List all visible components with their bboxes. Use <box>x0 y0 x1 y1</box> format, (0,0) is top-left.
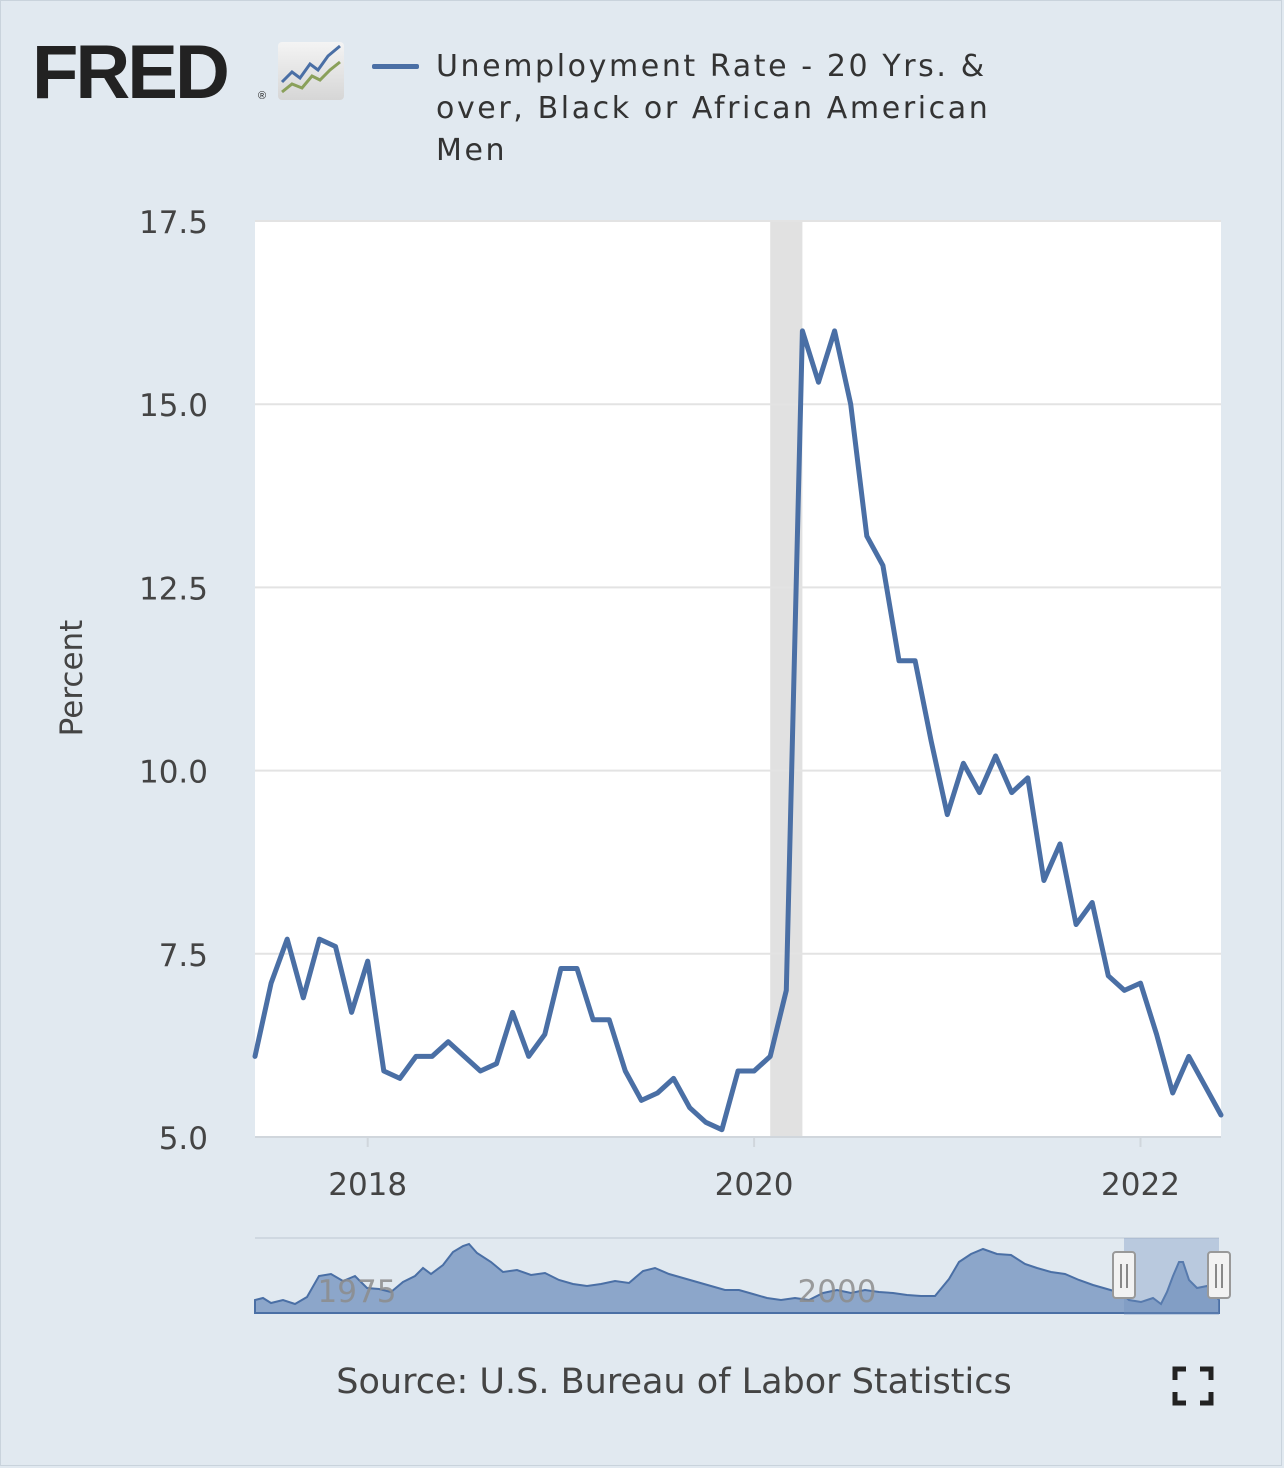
fullscreen-icon <box>1172 1366 1214 1406</box>
x-tick-label: 2022 <box>1101 1167 1180 1203</box>
x-tick-label: 2018 <box>328 1167 407 1203</box>
series-line <box>252 328 1224 1133</box>
x-tick-label: 2020 <box>715 1167 794 1203</box>
navigator-handle[interactable] <box>1112 1251 1136 1299</box>
navigator-handle-body <box>1207 1251 1231 1299</box>
y-tick-label: 15.0 <box>139 388 208 424</box>
navigator-selection <box>1124 1238 1219 1315</box>
y-tick-label: 12.5 <box>139 571 208 607</box>
y-tick-label: 7.5 <box>159 938 208 974</box>
navigator-handle[interactable] <box>1207 1251 1231 1299</box>
fred-logo[interactable]: FRED <box>32 30 230 115</box>
navigator-handle-body <box>1112 1251 1136 1299</box>
plot-area <box>255 221 1221 1137</box>
navigator-year-label: 1975 <box>318 1274 397 1310</box>
y-tick-label: 5.0 <box>159 1121 208 1157</box>
legend-swatch <box>372 64 419 69</box>
navigator-year-label: 2000 <box>798 1274 877 1310</box>
y-tick-label: 10.0 <box>139 755 208 791</box>
fred-graph-icon <box>278 42 344 100</box>
registered-mark: ® <box>258 90 267 102</box>
navigator-area <box>254 1242 1220 1314</box>
source-text: Source: U.S. Bureau of Labor Statistics <box>336 1362 1012 1402</box>
fullscreen-button[interactable] <box>1172 1366 1214 1406</box>
legend-label[interactable]: Unemployment Rate - 20 Yrs. & over, Blac… <box>436 49 991 168</box>
y-tick-label: 17.5 <box>139 205 208 241</box>
